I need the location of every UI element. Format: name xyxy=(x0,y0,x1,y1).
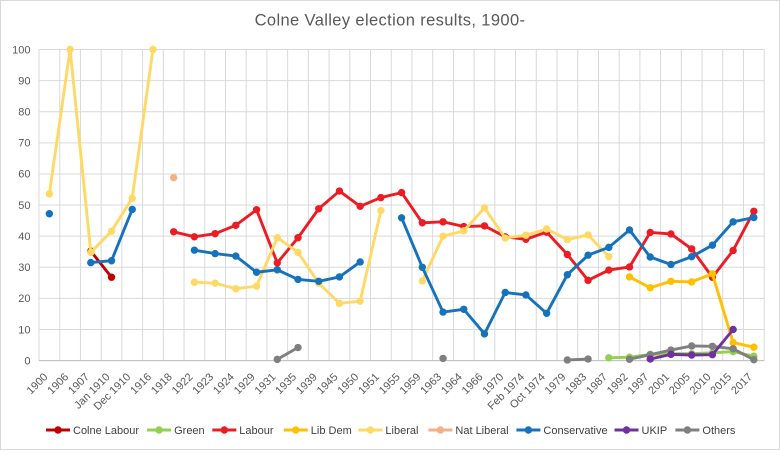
svg-text:20: 20 xyxy=(18,293,30,305)
svg-text:40: 40 xyxy=(18,231,30,243)
svg-text:80: 80 xyxy=(18,107,30,119)
svg-text:30: 30 xyxy=(18,262,30,274)
svg-text:UKIP: UKIP xyxy=(642,425,668,437)
svg-text:Liberal: Liberal xyxy=(385,425,418,437)
svg-text:Others: Others xyxy=(702,425,736,437)
svg-text:50: 50 xyxy=(18,200,30,212)
svg-text:Labour: Labour xyxy=(239,425,274,437)
svg-text:100: 100 xyxy=(12,44,30,56)
svg-text:Conservative: Conservative xyxy=(543,425,607,437)
svg-text:10: 10 xyxy=(18,324,30,336)
svg-text:60: 60 xyxy=(18,169,30,181)
svg-text:Green: Green xyxy=(174,425,205,437)
svg-text:90: 90 xyxy=(18,75,30,87)
svg-text:Colne Valley election results,: Colne Valley election results, 1900- xyxy=(255,12,526,30)
svg-text:Lib Dem: Lib Dem xyxy=(311,425,352,437)
svg-text:Colne Labour: Colne Labour xyxy=(73,425,139,437)
svg-text:0: 0 xyxy=(24,355,30,367)
svg-text:70: 70 xyxy=(18,138,30,150)
svg-text:Nat Liberal: Nat Liberal xyxy=(455,425,508,437)
